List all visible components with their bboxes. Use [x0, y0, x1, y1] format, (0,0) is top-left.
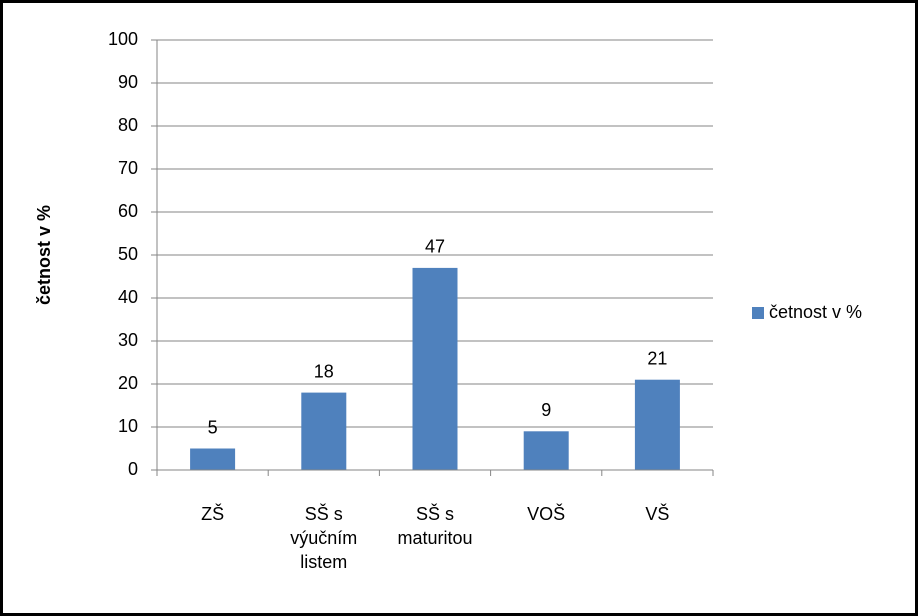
x-tick-label: SŠ s výučním listem: [290, 504, 358, 572]
data-label: 18: [314, 361, 334, 381]
y-tick-label: 50: [118, 244, 138, 264]
y-tick-label: 40: [118, 287, 138, 307]
bar: [190, 448, 236, 470]
y-tick-label: 30: [118, 330, 138, 350]
bar: [523, 431, 569, 470]
legend-swatch: [752, 307, 764, 319]
data-label: 9: [541, 400, 551, 420]
data-label: 21: [647, 348, 667, 368]
y-tick-label: 20: [118, 373, 138, 393]
bar: [301, 392, 347, 470]
y-tick-label: 70: [118, 158, 138, 178]
y-tick-label: 80: [118, 115, 138, 135]
x-tick-label: SŠ s maturitou: [397, 504, 473, 548]
x-tick-label: VŠ: [645, 504, 670, 524]
y-axis-label: četnost v %: [34, 205, 54, 305]
y-tick-label: 90: [118, 72, 138, 92]
y-tick-label: 100: [108, 29, 138, 49]
x-tick-label: ZŠ: [201, 504, 225, 524]
x-tick-label: VOŠ: [527, 504, 566, 524]
data-label: 47: [425, 237, 445, 257]
data-label: 5: [208, 417, 218, 437]
bar: [634, 379, 680, 470]
bar: [412, 267, 458, 470]
y-tick-label: 10: [118, 416, 138, 436]
y-tick-label: 60: [118, 201, 138, 221]
legend-label: četnost v %: [769, 302, 862, 322]
y-tick-label: 0: [128, 459, 138, 479]
